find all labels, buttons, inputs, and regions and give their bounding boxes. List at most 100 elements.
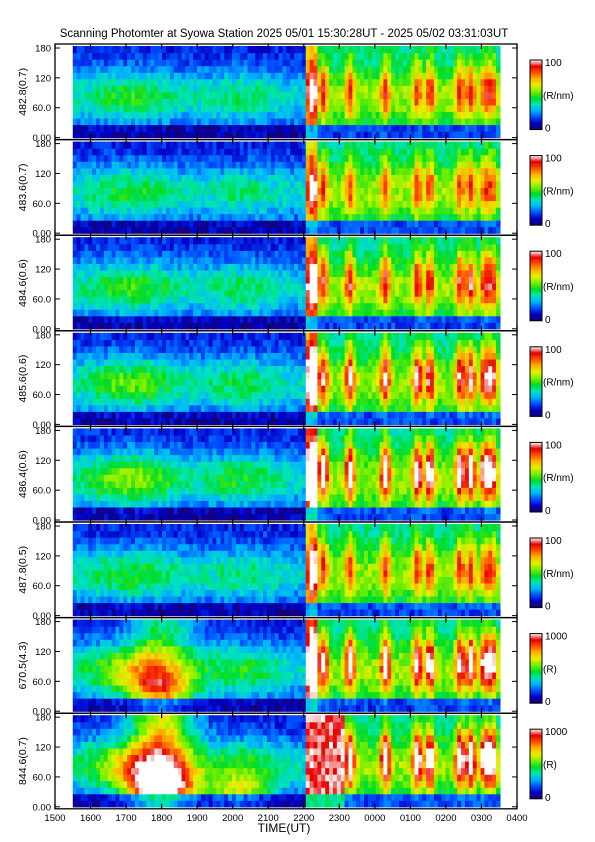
colorbar-unit-label: (R) — [543, 664, 557, 675]
colorbar-max-label: 100 — [545, 536, 562, 547]
colorbar-min-label: 0 — [545, 124, 551, 135]
x-tick-label: 2300 — [329, 813, 350, 824]
x-tick-label: 1500 — [44, 813, 65, 824]
y-tick-label: 0.00 — [33, 133, 52, 144]
panel-label: 486.4(0.6) — [17, 450, 29, 498]
panel-label: 482.8(0.7) — [17, 68, 29, 116]
colorbar-max-label: 1000 — [545, 727, 568, 738]
x-tick-label: 0000 — [364, 813, 385, 824]
x-tick-label: 2200 — [293, 813, 314, 824]
x-tick-label: 1900 — [187, 813, 208, 824]
panel-label: 844.6(0.7) — [17, 737, 29, 785]
panel-5: 0.00 60.0 120 180 486.4(0.6) 100 (R/nm) 0 — [17, 425, 574, 527]
x-axis-label: TIME(UT) — [258, 821, 311, 835]
panel-4: 0.00 60.0 120 180 485.6(0.6) 100 (R/nm) 0 — [17, 330, 574, 431]
panel-label: 483.6(0.7) — [17, 163, 29, 211]
y-tick-label: 60.0 — [33, 486, 52, 497]
y-tick-label: 60.0 — [33, 677, 52, 688]
y-tick-label: 120 — [35, 169, 51, 180]
y-tick-label: 180 — [35, 426, 51, 437]
colorbar-max-label: 1000 — [545, 632, 568, 643]
colorbar-min-label: 0 — [545, 506, 551, 517]
y-tick-label: 180 — [35, 522, 51, 533]
colorbar — [529, 346, 543, 417]
x-tick-label: 0300 — [471, 813, 492, 824]
colorbar — [529, 441, 543, 513]
x-tick-label: 2000 — [222, 813, 243, 824]
y-tick-label: 60.0 — [33, 390, 52, 401]
colorbar-unit-label: (R/nm) — [543, 282, 574, 293]
y-tick-label: 60.0 — [33, 199, 52, 210]
x-tick-label: 0200 — [435, 813, 456, 824]
panel-label: 670.5(4.3) — [17, 641, 29, 689]
y-tick-label: 60.0 — [33, 294, 52, 305]
y-tick-label: 0.00 — [33, 420, 52, 431]
x-tick-label: 1800 — [151, 813, 172, 824]
y-tick-label: 60.0 — [33, 103, 52, 114]
colorbar — [529, 728, 543, 800]
y-tick-label: 120 — [35, 360, 51, 371]
colorbar-unit-label: (R/nm) — [543, 378, 574, 389]
colorbar-unit-label: (R/nm) — [543, 91, 574, 102]
colorbar-unit-label: (R/nm) — [543, 473, 574, 484]
y-tick-label: 0.00 — [33, 707, 52, 718]
y-tick-label: 0.00 — [33, 229, 52, 240]
y-tick-label: 120 — [35, 265, 51, 276]
y-tick-label: 0.00 — [33, 611, 52, 622]
x-tick-label: 2100 — [258, 813, 279, 824]
x-axis: 1500 1600 1700 1800 1900 2000 2100 2200 2300 0000… — [44, 813, 527, 824]
y-tick-label: 0.00 — [33, 324, 52, 335]
colorbar — [529, 633, 543, 704]
y-tick-label: 0.00 — [33, 802, 52, 813]
y-tick-label: 180 — [35, 330, 51, 341]
y-tick-label: 180 — [35, 44, 51, 55]
y-tick-label: 120 — [35, 551, 51, 562]
colorbar — [529, 250, 543, 322]
panel-1: 0.00 60.0 120 180 482.8(0.7) 100 (R/nm) 0 — [17, 43, 574, 144]
x-tick-label: 1600 — [80, 813, 101, 824]
y-tick-label: 60.0 — [33, 772, 52, 783]
colorbar-unit-label: (R) — [543, 760, 557, 771]
panels-group: 0.00 60.0 120 180 482.8(0.7) 100 (R/nm) 0 0.00 60… — [17, 43, 574, 813]
panel-8: 0.00 60.0 120 180 844.6(0.7) 1000 (R) 0 — [17, 712, 568, 813]
colorbar-min-label: 0 — [545, 697, 551, 708]
colorbar-unit-label: (R/nm) — [543, 569, 574, 580]
colorbar-max-label: 100 — [545, 440, 562, 451]
y-tick-label: 120 — [35, 743, 51, 754]
x-tick-label: 0100 — [400, 813, 421, 824]
colorbar-min-label: 0 — [545, 602, 551, 613]
x-tick-label: 1700 — [116, 813, 137, 824]
y-tick-label: 180 — [35, 617, 51, 628]
panel-label: 487.8(0.5) — [17, 546, 29, 594]
colorbar — [529, 155, 543, 226]
panel-7: 0.00 60.0 120 180 670.5(4.3) 1000 (R) 0 — [17, 616, 568, 718]
colorbar-max-label: 100 — [545, 249, 562, 260]
colorbar-unit-label: (R/nm) — [543, 186, 574, 197]
colorbar-min-label: 0 — [545, 793, 551, 804]
y-tick-label: 120 — [35, 456, 51, 467]
colorbar-min-label: 0 — [545, 410, 551, 421]
colorbar — [529, 537, 543, 609]
colorbar — [529, 59, 543, 131]
y-tick-label: 120 — [35, 647, 51, 658]
panel-2: 0.00 60.0 120 180 483.6(0.7) 100 (R/nm) 0 — [17, 138, 574, 240]
colorbar-max-label: 100 — [545, 154, 562, 165]
colorbar-min-label: 0 — [545, 315, 551, 326]
y-tick-label: 180 — [35, 235, 51, 246]
colorbar-min-label: 0 — [545, 219, 551, 230]
panel-6: 0.00 60.0 120 180 487.8(0.5) 100 (R/nm) 0 — [17, 521, 574, 622]
colorbar-max-label: 100 — [545, 58, 562, 69]
colorbar-max-label: 100 — [545, 345, 562, 356]
panel-label: 485.6(0.6) — [17, 355, 29, 403]
panel-label: 484.6(0.6) — [17, 259, 29, 307]
panel-3: 0.00 60.0 120 180 484.6(0.6) 100 (R/nm) 0 — [17, 234, 574, 335]
y-tick-label: 120 — [35, 73, 51, 84]
y-tick-label: 0.00 — [33, 516, 52, 527]
x-tick-label: 0400 — [506, 813, 527, 824]
y-tick-label: 60.0 — [33, 581, 52, 592]
y-tick-label: 180 — [35, 713, 51, 724]
panel-frame — [54, 712, 518, 810]
figure-title: Scanning Photomter at Syowa Station 2025… — [60, 28, 509, 40]
y-tick-label: 180 — [35, 139, 51, 150]
